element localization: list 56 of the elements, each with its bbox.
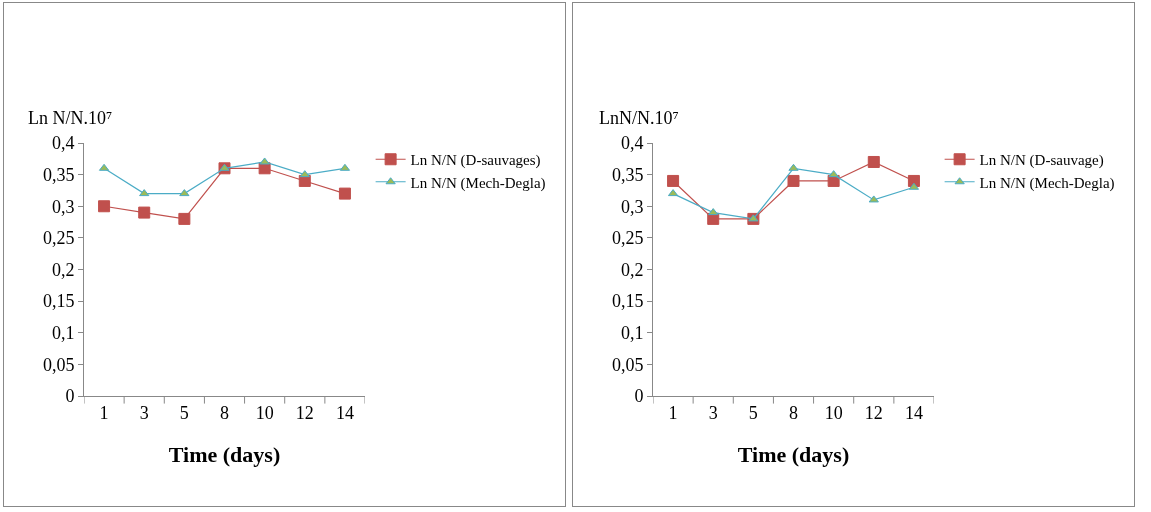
point — [98, 200, 111, 213]
point — [138, 206, 151, 219]
y-axis-title: LnN/N.10⁷ — [599, 108, 679, 128]
point — [787, 174, 800, 187]
x-tick-label: 10 — [255, 402, 274, 423]
y-axis-title: Ln N/N.10⁷ — [28, 108, 113, 128]
x-tick-label: 5 — [748, 402, 758, 423]
y-tick-label: 0,05 — [611, 354, 644, 375]
point — [867, 155, 880, 168]
y-tick-label: 0,4 — [620, 133, 644, 154]
y-tick-label: 0,1 — [620, 323, 644, 344]
x-tick-label: 1 — [668, 402, 678, 423]
y-tick-label: 0,15 — [611, 291, 644, 312]
point — [179, 189, 190, 197]
y-tick-label: 0,1 — [51, 323, 75, 344]
x-tick-label: 14 — [335, 402, 354, 423]
y-tick-label: 0,2 — [620, 259, 644, 280]
y-tick-label: 0,3 — [51, 196, 75, 217]
point — [178, 212, 191, 225]
point — [667, 174, 680, 187]
y-tick-label: 0,25 — [42, 228, 75, 249]
x-tick-label: 14 — [904, 402, 923, 423]
y-tick-label: 0 — [634, 386, 644, 407]
legend-label: Ln N/N (Mech-Degla) — [979, 174, 1115, 192]
legend-label: Ln N/N (D-sauvages) — [410, 152, 541, 170]
x-tick-label: 10 — [824, 402, 843, 423]
y-tick-label: 0,05 — [42, 354, 75, 375]
x-axis-title: Time (days) — [168, 442, 281, 468]
point — [868, 195, 879, 203]
x-tick-label: 1 — [99, 402, 109, 423]
point — [338, 187, 351, 200]
point — [828, 170, 839, 178]
x-tick-label: 12 — [864, 402, 883, 423]
y-tick-label: 0,2 — [51, 259, 75, 280]
point — [788, 163, 799, 171]
point — [299, 170, 310, 178]
x-tick-label: 12 — [295, 402, 314, 423]
y-tick-label: 0,25 — [611, 228, 644, 249]
x-tick-label: 3 — [139, 402, 149, 423]
point — [139, 189, 150, 197]
x-tick-label: 8 — [220, 402, 229, 423]
y-tick-label: 0,35 — [611, 164, 644, 185]
point — [708, 208, 719, 216]
y-tick-label: 0,35 — [42, 164, 75, 185]
x-tick-label: 5 — [179, 402, 189, 423]
x-axis-title: Time (days) — [737, 442, 850, 468]
y-tick-label: 0,15 — [42, 291, 75, 312]
y-tick-label: 0 — [65, 386, 75, 407]
x-tick-label: 8 — [789, 402, 798, 423]
x-tick-label: 3 — [708, 402, 718, 423]
y-tick-label: 0,3 — [620, 196, 644, 217]
y-tick-label: 0,4 — [51, 133, 75, 154]
point — [259, 157, 270, 165]
legend-label: Ln N/N (Mech-Degla) — [410, 174, 546, 192]
point — [219, 163, 230, 171]
legend-label: Ln N/N (D-sauvage) — [979, 152, 1104, 170]
